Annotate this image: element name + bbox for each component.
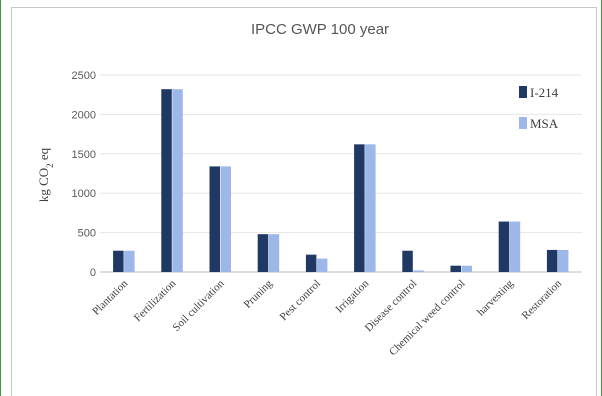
- x-tick-label: Pruning: [242, 277, 275, 310]
- x-tick-label: Fertilization: [132, 277, 179, 324]
- x-tick-label: Soil cultivation: [170, 277, 227, 334]
- page-border-left: [0, 0, 1, 396]
- bar-i-214-pest-control: [305, 254, 317, 272]
- y-axis-label: kg CO2 eq: [36, 147, 55, 202]
- legend-swatch: [519, 86, 527, 98]
- bar-msa-irrigation: [365, 144, 376, 272]
- y-axis-ticks: 0 500 1000 1500 2000 2500: [72, 70, 96, 279]
- legend-swatch: [519, 117, 527, 129]
- bar-i-214-soil-cultivation: [209, 166, 220, 272]
- bar-msa-harvesting: [509, 221, 521, 272]
- y-tick-label: 500: [78, 228, 96, 240]
- bar-msa-soil-cultivation: [220, 166, 231, 272]
- bar-msa-pruning: [268, 234, 280, 272]
- bar-series: [113, 89, 569, 273]
- bar-i-214-fertilization: [161, 89, 172, 273]
- bar-i-214-plantation: [113, 250, 124, 272]
- y-tick-label: 2000: [72, 109, 96, 121]
- bar-i-214-harvesting: [498, 221, 510, 272]
- bar-i-214-disease-control: [402, 250, 413, 272]
- legend-label: I-214: [530, 85, 559, 100]
- y-tick-label: 2500: [72, 70, 96, 82]
- bar-msa-plantation: [124, 250, 135, 272]
- bar-i-214-chemical-weed-control: [450, 265, 461, 272]
- x-tick-label: harvesting: [475, 277, 516, 318]
- x-tick-label: Plantation: [90, 277, 130, 317]
- y-tick-label: 1500: [72, 149, 96, 161]
- y-tick-label: 1000: [72, 188, 96, 200]
- x-tick-label: Pest control: [278, 278, 323, 323]
- bar-i-214-irrigation: [354, 144, 365, 272]
- bar-msa-disease-control: [413, 270, 424, 272]
- chart-area: [11, 7, 597, 396]
- legend: I-214 MSA: [519, 85, 559, 131]
- bar-msa-pest-control: [316, 258, 328, 272]
- x-tick-label: Irrigation: [333, 277, 371, 315]
- bar-msa-fertilization: [172, 89, 183, 273]
- legend-label: MSA: [530, 116, 559, 131]
- chart-title: IPCC GWP 100 year: [251, 21, 389, 38]
- bar-msa-chemical-weed-control: [461, 265, 472, 272]
- bar-i-214-pruning: [257, 234, 269, 272]
- bar-i-214-restoration: [546, 249, 558, 272]
- y-tick-label: 0: [90, 267, 96, 279]
- bar-msa-restoration: [557, 249, 569, 272]
- x-tick-label: Restoration: [520, 277, 565, 322]
